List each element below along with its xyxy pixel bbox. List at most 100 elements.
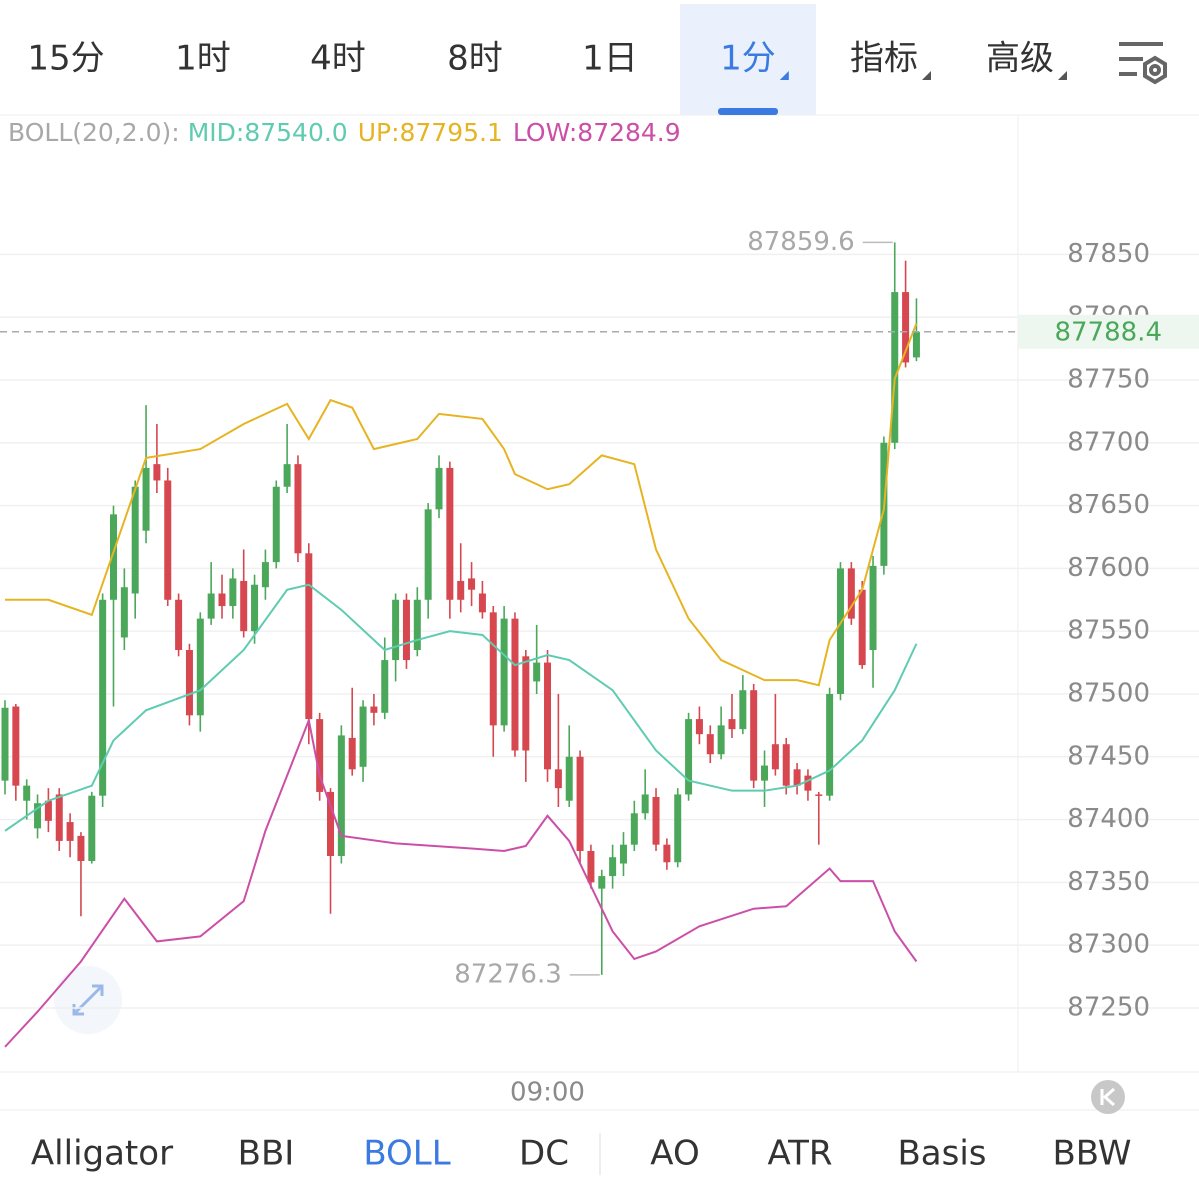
candle-body [782, 744, 790, 786]
candle-body [695, 719, 703, 735]
indicator-tab[interactable]: DC [519, 1134, 569, 1174]
candle-body [196, 618, 204, 716]
time-tab[interactable]: 15分 [27, 39, 104, 79]
candle-body [185, 650, 193, 716]
candle-body [99, 599, 107, 796]
indicator-line [4, 323, 918, 687]
active-tab-bg [680, 4, 816, 115]
candle-body [446, 467, 454, 600]
candle-body [674, 794, 682, 863]
candle-body [294, 464, 302, 554]
candle-body [750, 690, 758, 781]
plot [0, 242, 1199, 1048]
candle-body [533, 662, 541, 682]
candle-body [912, 331, 920, 358]
candle-body [663, 844, 671, 863]
candle-body [489, 612, 497, 726]
indicator-tab[interactable]: AO [650, 1134, 699, 1174]
scroll-latest-button[interactable] [1091, 1080, 1125, 1114]
time-tab[interactable]: 1时 [175, 39, 231, 79]
candle-body [478, 593, 486, 613]
settings-icon[interactable] [1119, 42, 1167, 85]
candle-body [641, 794, 649, 814]
candle-body [869, 565, 877, 651]
y-tick-label: 87750 [1067, 364, 1150, 394]
time-tab[interactable]: 指标 [850, 39, 918, 79]
dropdown-indicator [1058, 71, 1067, 80]
dropdown-indicator [922, 71, 931, 80]
last-price-label: 87788.4 [1054, 317, 1162, 347]
candle-body [283, 464, 291, 487]
indicator-tab[interactable]: ATR [767, 1134, 832, 1174]
candle-body [500, 618, 508, 726]
candle-body [565, 756, 573, 801]
y-tick-label: 87850 [1067, 239, 1150, 269]
time-tab[interactable]: 4时 [310, 39, 366, 79]
dropdown-indicator [779, 71, 789, 80]
indicator-line [4, 583, 918, 832]
time-tab[interactable]: 1分 [720, 39, 776, 79]
high-marker-label: 87859.6 [747, 227, 855, 257]
candle-body [381, 660, 389, 713]
time-tab[interactable]: 高级 [986, 39, 1054, 79]
legend-item: LOW:87284.9 [513, 118, 681, 147]
candle-body [120, 587, 128, 638]
candle-body [685, 719, 693, 795]
candle-body [109, 514, 117, 600]
candle-body [815, 794, 823, 796]
candle-body [435, 467, 443, 510]
candle-body [88, 795, 96, 862]
candle-body [457, 580, 465, 600]
legend-name: BOLL(20,2.0): [8, 118, 180, 147]
candle-body [402, 599, 410, 661]
candle-body [240, 580, 248, 632]
time-tab[interactable]: 8时 [447, 39, 503, 79]
candle-body [229, 578, 237, 607]
y-tick-label: 87600 [1067, 553, 1150, 583]
indicator-tab[interactable]: BBI [238, 1134, 295, 1174]
last-price-box [1018, 314, 1199, 349]
time-tab[interactable]: 1日 [582, 39, 638, 79]
candle-body [804, 775, 812, 791]
candle-body [771, 744, 779, 770]
expand-icon[interactable] [54, 966, 122, 1034]
indicator-tab[interactable]: Basis [897, 1134, 986, 1174]
candle-body [23, 785, 31, 801]
legend-item: UP:87795.1 [358, 118, 503, 147]
y-tick-label: 87250 [1067, 992, 1150, 1022]
candle-body [511, 618, 519, 751]
y-tick-label: 87350 [1067, 867, 1150, 897]
candle-body [218, 593, 226, 607]
candle-body [370, 706, 378, 713]
candle-body [598, 876, 606, 889]
candle-body [34, 803, 42, 829]
candle-body [554, 769, 562, 789]
legend-item: MID:87540.0 [188, 118, 348, 147]
candle-body [392, 599, 400, 661]
candle-body [891, 292, 899, 443]
candle-body [175, 599, 183, 651]
indicator-tab[interactable]: BOLL [363, 1134, 450, 1174]
candle-body [619, 844, 627, 864]
candle-body [858, 589, 866, 666]
candle-body [522, 656, 530, 751]
y-tick-label: 87400 [1067, 804, 1150, 834]
indicator-tab[interactable]: Alligator [31, 1134, 173, 1174]
candle-body [728, 719, 736, 730]
candle-body [836, 568, 844, 694]
candle-body [55, 794, 63, 841]
candle-body [652, 796, 660, 845]
candle-body [1, 707, 9, 781]
candle-body [44, 800, 52, 821]
candle-body [142, 467, 150, 531]
candle-body [630, 813, 638, 845]
candle-body [272, 486, 280, 563]
candle-body [413, 599, 421, 651]
indicator-tab[interactable]: BBW [1052, 1134, 1131, 1174]
candle-body [576, 756, 584, 851]
y-tick-label: 87450 [1067, 741, 1150, 771]
candle-body [706, 734, 714, 755]
candle-body [424, 509, 432, 600]
low-marker-label: 87276.3 [454, 959, 562, 989]
